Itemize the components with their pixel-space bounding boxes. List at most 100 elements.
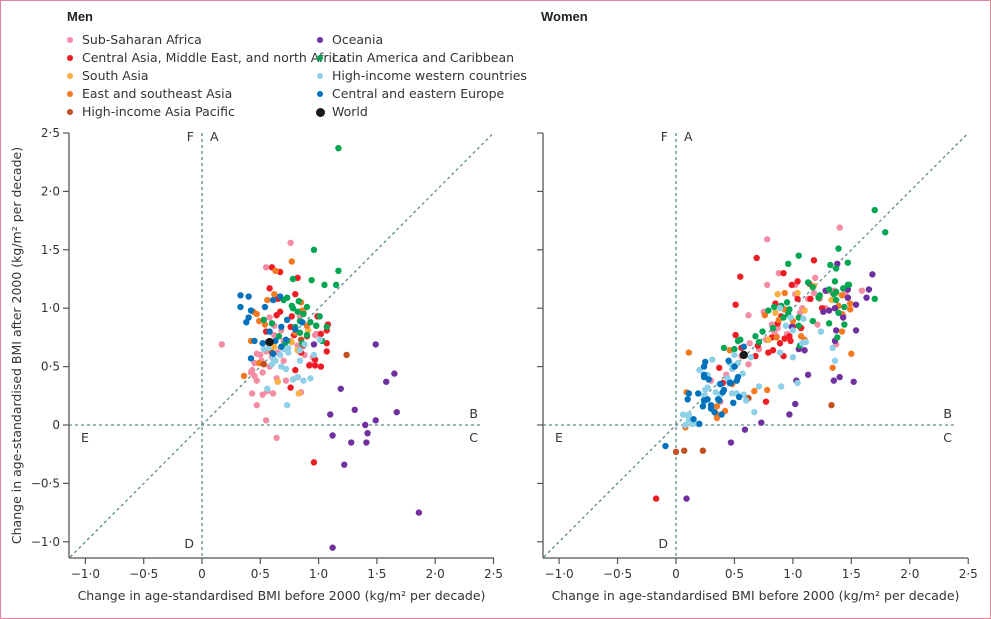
data-point: [831, 305, 839, 312]
data-point: [679, 411, 687, 418]
data-point: [762, 398, 770, 405]
legend-marker-icon: [317, 73, 323, 79]
data-point: [778, 383, 785, 390]
x-axis-label: Change in age-standardised BMI before 20…: [552, 588, 960, 603]
data-point: [761, 312, 769, 319]
data-point: [247, 307, 255, 314]
data-point: [839, 285, 847, 292]
data-point: [774, 290, 781, 298]
data-point: [332, 281, 340, 289]
data-point: [289, 305, 297, 312]
data-point: [271, 290, 278, 298]
x-tick-label: 0: [198, 567, 206, 581]
data-point: [415, 509, 423, 516]
data-point: [809, 283, 816, 291]
data-point: [704, 384, 711, 391]
data-point: [253, 401, 261, 409]
y-tick-label: 2·0: [41, 184, 60, 198]
legend-label: Sub-Saharan Africa: [82, 32, 202, 47]
data-point: [237, 303, 244, 311]
data-point: [828, 401, 835, 409]
data-point: [836, 224, 843, 231]
data-point: [363, 439, 370, 446]
data-point: [274, 378, 281, 385]
data-point: [731, 363, 738, 370]
data-point: [740, 343, 748, 350]
quadrant-label-c: C: [943, 430, 952, 445]
data-point: [728, 390, 736, 397]
data-point: [810, 289, 818, 297]
data-point: [755, 383, 763, 390]
quadrant-label-f: F: [187, 129, 194, 144]
data-point: [795, 252, 802, 259]
data-point: [237, 292, 244, 299]
data-point: [807, 295, 814, 303]
data-point: [704, 396, 711, 403]
series-oceania: [310, 341, 423, 551]
data-point: [834, 334, 841, 341]
data-point: [869, 271, 876, 278]
data-point: [835, 245, 842, 252]
data-point: [795, 322, 802, 329]
data-point: [329, 432, 336, 439]
legend-marker-icon: [67, 91, 73, 97]
data-point: [311, 331, 319, 339]
data-point: [781, 289, 788, 297]
quadrant-label-c: C: [469, 430, 478, 445]
data-point: [832, 296, 840, 304]
series-world: [739, 350, 749, 360]
data-point: [850, 378, 857, 385]
reference-line-identity: [69, 132, 494, 558]
data-point: [296, 329, 304, 336]
quadrant-label-b: B: [469, 406, 478, 421]
data-point: [259, 391, 266, 398]
data-point: [838, 292, 846, 299]
data-point: [240, 372, 248, 380]
quadrant-label-e: E: [555, 430, 563, 445]
data-point: [685, 349, 693, 356]
data-point: [811, 274, 819, 282]
data-point: [741, 426, 749, 433]
data-point: [251, 337, 258, 345]
data-point: [739, 350, 749, 360]
data-point: [825, 286, 833, 293]
data-point: [391, 370, 398, 377]
data-point: [839, 314, 847, 321]
series-east-and-southeast-asia: [240, 258, 311, 380]
data-point: [746, 340, 753, 347]
data-point: [276, 308, 284, 315]
data-point: [717, 380, 724, 388]
data-point: [794, 278, 801, 285]
data-point: [264, 385, 271, 392]
data-point: [763, 281, 771, 289]
data-point: [797, 333, 805, 340]
legend-marker-icon: [67, 73, 73, 79]
data-point: [300, 377, 307, 384]
x-tick-label: −1·0: [71, 567, 100, 581]
data-point: [725, 357, 732, 364]
data-point: [858, 287, 866, 294]
data-point: [825, 307, 833, 314]
data-point: [787, 314, 794, 321]
quadrant-label-b: B: [943, 406, 952, 421]
data-point: [264, 296, 271, 304]
data-point: [848, 350, 855, 357]
data-point: [310, 341, 318, 348]
data-point: [307, 375, 314, 382]
data-point: [316, 336, 323, 343]
data-point: [780, 314, 787, 321]
reference-line-identity: [543, 132, 969, 558]
data-point: [845, 281, 853, 289]
data-point: [775, 269, 783, 277]
data-point: [268, 320, 276, 327]
x-tick-label: 1·0: [783, 567, 802, 581]
data-point: [275, 333, 283, 340]
data-point: [278, 323, 285, 331]
legend-label: High-income western countries: [332, 68, 527, 83]
data-point: [245, 293, 252, 300]
data-point: [292, 366, 299, 374]
data-point: [327, 411, 334, 418]
data-point: [272, 337, 279, 345]
x-tick-label: −0·5: [129, 567, 158, 581]
data-point: [285, 344, 292, 352]
